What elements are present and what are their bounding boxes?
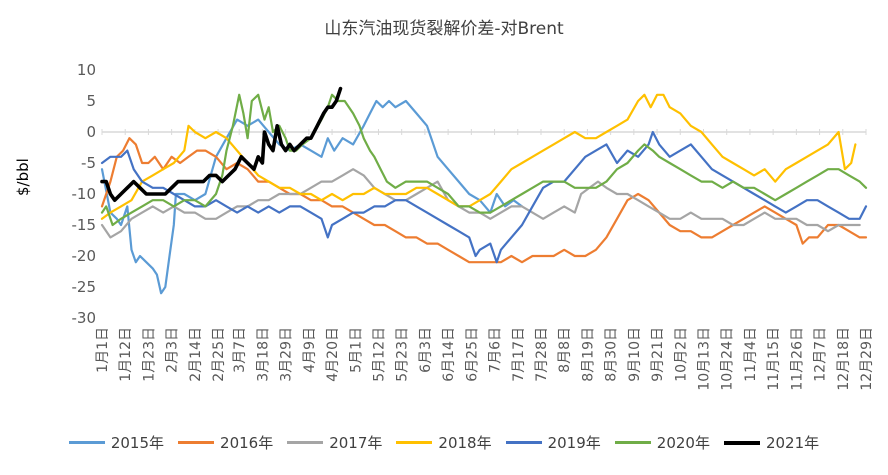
legend-label: 2017年 (329, 434, 383, 452)
x-tick-label: 7月6日 (488, 327, 504, 373)
y-tick-label: -20 (72, 247, 97, 265)
x-tick-label: 3月7日 (232, 327, 248, 373)
x-tick-label: 4月9日 (302, 327, 318, 373)
legend-swatch (614, 441, 651, 444)
legend-item: 2020年 (614, 432, 710, 453)
series-line-2016年 (100, 137, 868, 264)
y-tick-label: 0 (86, 123, 96, 141)
series-line-2021年 (100, 86, 343, 202)
y-tick-label: -25 (72, 278, 97, 296)
x-tick-label: 5月1日 (348, 327, 364, 373)
x-tick-label: 12月29日 (859, 327, 875, 391)
x-tick-label: 6月14日 (441, 327, 457, 382)
y-tick-label: -15 (72, 216, 97, 234)
legend-item: 2016年 (178, 432, 273, 453)
x-tick-label: 2月25日 (211, 327, 227, 382)
legend-label: 2019年 (547, 434, 601, 452)
x-tick-label: 9月10日 (627, 327, 643, 382)
chart-title: 山东汽油现货裂解价差-对Brent (324, 19, 564, 39)
legend-label: 2016年 (220, 434, 274, 452)
legend: 2015年 2016年 2017年 2018年 2019年 2020年 2021年 (0, 432, 888, 453)
x-tick-label: 4月20日 (325, 327, 341, 382)
x-tick-label: 7月17日 (511, 327, 527, 382)
x-tick-label: 11月4日 (743, 327, 759, 382)
x-tick-label: 8月8日 (557, 327, 573, 373)
y-tick-label: 10 (77, 61, 96, 79)
legend-item: 2018年 (396, 432, 492, 453)
legend-item: 2017年 (287, 432, 382, 453)
y-tick-label: 5 (86, 92, 96, 110)
series-line-2020年 (100, 93, 868, 227)
x-tick-label: 1月12日 (118, 327, 134, 382)
x-tick-label: 1月1日 (95, 327, 111, 373)
x-tick-label: 1月23日 (141, 327, 157, 382)
y-tick-label: -30 (72, 309, 97, 327)
series-line-2018年 (100, 93, 857, 220)
y-tick-label: -5 (81, 154, 96, 172)
x-tick-label: 6月25日 (464, 327, 480, 382)
legend-item: 2021年 (723, 432, 820, 453)
legend-swatch (287, 441, 324, 444)
legend-item: 2019年 (505, 432, 601, 453)
x-tick-label: 3月18日 (255, 327, 271, 382)
x-tick-label: 12月18日 (836, 327, 852, 391)
legend-swatch (723, 440, 760, 445)
x-tick-label: 10月13日 (696, 327, 712, 391)
x-tick-label: 10月2日 (673, 327, 689, 382)
legend-label: 2020年 (656, 434, 710, 452)
legend-label: 2015年 (110, 434, 165, 452)
x-tick-label: 11月26日 (789, 327, 805, 391)
x-tick-label: 10月24日 (720, 327, 736, 391)
x-tick-label: 9月21日 (650, 327, 666, 382)
x-tick-label: 8月30日 (604, 327, 620, 382)
legend-swatch (396, 441, 433, 444)
series-layer (100, 86, 868, 295)
legend-item: 2015年 (68, 432, 165, 453)
legend-label: 2018年 (438, 434, 492, 452)
x-tick-label: 5月23日 (395, 327, 411, 382)
legend-swatch (68, 441, 105, 444)
x-tick-label: 6月3日 (418, 327, 434, 373)
x-tick-label: 2月3日 (165, 327, 181, 373)
x-tick-label: 12月7日 (813, 327, 829, 382)
x-tick-label: 11月15日 (766, 327, 782, 391)
series-line-2017年 (100, 168, 861, 239)
legend-swatch (505, 441, 542, 444)
x-tick-label: 2月14日 (188, 327, 204, 382)
x-tick-label: 8月19日 (580, 327, 596, 382)
legend-label: 2021年 (765, 434, 820, 452)
series-line-2015年 (100, 99, 524, 295)
x-tick-label: 5月12日 (371, 327, 387, 382)
x-tick-label: 3月29日 (279, 327, 295, 382)
legend-swatch (178, 441, 215, 444)
x-tick-label: 7月28日 (534, 327, 550, 382)
y-tick-label: -10 (72, 185, 97, 203)
